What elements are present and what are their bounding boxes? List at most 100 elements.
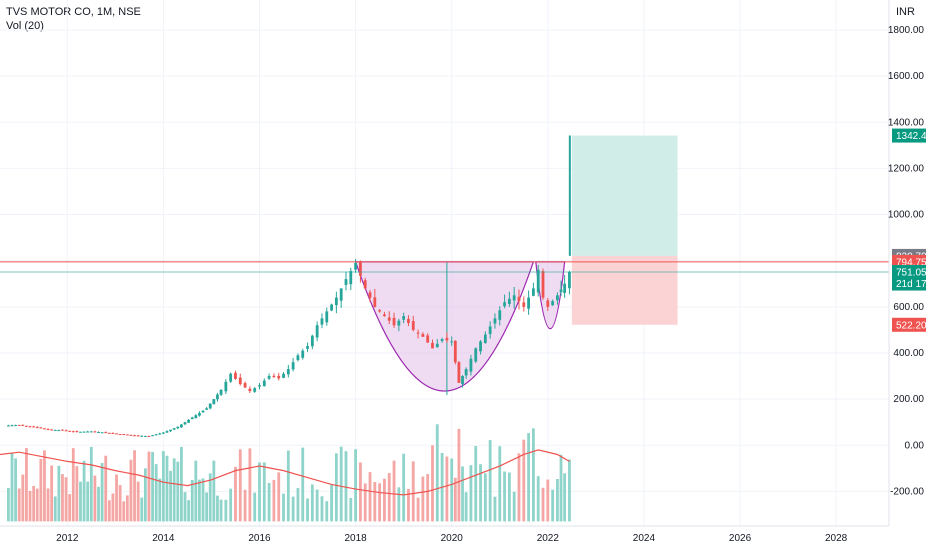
volume-bar bbox=[411, 461, 415, 522]
candle-body bbox=[32, 426, 36, 428]
y-tick-label: 1600.00 bbox=[888, 71, 925, 82]
volume-bar bbox=[363, 483, 367, 522]
candle-body bbox=[339, 288, 343, 301]
volume-bar bbox=[86, 481, 90, 522]
volume-bar bbox=[93, 475, 97, 522]
volume-bar bbox=[488, 440, 492, 522]
candle-body bbox=[282, 373, 285, 378]
candle-body bbox=[320, 318, 324, 325]
volume-bar bbox=[474, 446, 478, 522]
volume-bar bbox=[194, 460, 198, 522]
volume-bar bbox=[563, 473, 567, 522]
candle-body bbox=[277, 375, 281, 379]
candle-body bbox=[262, 380, 266, 387]
candle-body bbox=[216, 394, 219, 400]
candle-body bbox=[194, 415, 198, 419]
candle-body bbox=[301, 350, 305, 358]
volume-bar bbox=[205, 492, 209, 522]
volume-bar bbox=[568, 459, 571, 522]
position-zones bbox=[568, 135, 678, 325]
candle-body bbox=[86, 431, 90, 433]
volume-bar bbox=[7, 487, 10, 522]
candle-body bbox=[296, 355, 300, 361]
candle-body bbox=[21, 424, 25, 426]
candle-body bbox=[10, 425, 14, 427]
candle-body bbox=[169, 429, 172, 432]
volume-bar bbox=[61, 474, 64, 522]
volume-bar bbox=[507, 472, 511, 522]
candle-body bbox=[411, 321, 415, 330]
candle-body bbox=[71, 431, 75, 433]
candle-body bbox=[125, 434, 129, 436]
volume-bar bbox=[282, 493, 285, 522]
candle-body bbox=[457, 362, 461, 383]
candle-body bbox=[426, 335, 430, 343]
candle-body bbox=[383, 314, 386, 317]
volume-bar bbox=[527, 433, 530, 522]
volume-bar bbox=[272, 479, 276, 522]
volume-bar bbox=[224, 499, 228, 522]
candle-body bbox=[198, 412, 201, 416]
candle-body bbox=[359, 262, 362, 276]
candle-body bbox=[461, 376, 464, 385]
volume-bar bbox=[421, 476, 425, 522]
volume-bar bbox=[208, 473, 212, 522]
volume-bar bbox=[238, 449, 242, 522]
volume-bar bbox=[57, 465, 61, 522]
volume-bar bbox=[315, 489, 319, 522]
volume-bar bbox=[503, 471, 506, 522]
candle-body bbox=[238, 377, 242, 385]
candle-body bbox=[224, 381, 228, 392]
volume-bar bbox=[180, 446, 183, 522]
volume-bar bbox=[43, 450, 46, 522]
candle-body bbox=[89, 431, 93, 433]
x-tick-label: 2016 bbox=[248, 533, 271, 544]
volume-bar bbox=[39, 458, 43, 522]
volume-bar bbox=[383, 478, 386, 522]
volume-bar bbox=[172, 458, 176, 522]
candle-body bbox=[392, 317, 396, 326]
volume-bar bbox=[349, 497, 353, 522]
volume-bar bbox=[435, 424, 439, 522]
candle-body bbox=[527, 297, 530, 309]
candle-body bbox=[267, 376, 271, 379]
price-badge bbox=[892, 276, 926, 291]
volume-bar bbox=[559, 454, 563, 522]
volume-bar bbox=[368, 472, 372, 522]
profit-target-zone bbox=[571, 135, 678, 256]
y-tick-label: 1400.00 bbox=[888, 117, 925, 128]
volume-bar bbox=[248, 448, 252, 522]
y-tick-label: 1000.00 bbox=[888, 210, 925, 221]
y-tick-label: -200.00 bbox=[890, 486, 924, 497]
candle-body bbox=[503, 302, 506, 307]
candle-body bbox=[272, 375, 276, 378]
volume-bar bbox=[310, 484, 314, 522]
candle-body bbox=[556, 295, 559, 301]
volume-bar bbox=[445, 456, 449, 522]
volume-bar bbox=[201, 478, 205, 522]
candle-body bbox=[115, 433, 118, 435]
candle-body bbox=[483, 334, 487, 344]
y-tick-label: 600.00 bbox=[893, 302, 924, 313]
candle-body bbox=[397, 320, 401, 326]
volume-bar bbox=[68, 494, 72, 522]
volume-bar bbox=[493, 496, 497, 522]
volume-bar bbox=[104, 455, 108, 522]
volume-bar bbox=[531, 428, 535, 522]
candle-body bbox=[161, 432, 165, 434]
candle-body bbox=[64, 430, 68, 432]
volume-bar bbox=[71, 448, 75, 522]
volume-bar bbox=[306, 498, 309, 522]
candle-body bbox=[479, 341, 482, 352]
volume-bar bbox=[517, 453, 521, 522]
time-axis: 2012 2014 2016 2018 2020 2022 2024 2026 2028 bbox=[56, 533, 848, 544]
volume-bar bbox=[125, 495, 129, 522]
y-tick-label: 1800.00 bbox=[888, 25, 925, 36]
candle-body bbox=[57, 430, 61, 432]
volume-bar bbox=[296, 487, 300, 522]
candle-body bbox=[541, 271, 545, 298]
x-tick-label: 2022 bbox=[537, 533, 560, 544]
candle-body bbox=[469, 358, 473, 372]
